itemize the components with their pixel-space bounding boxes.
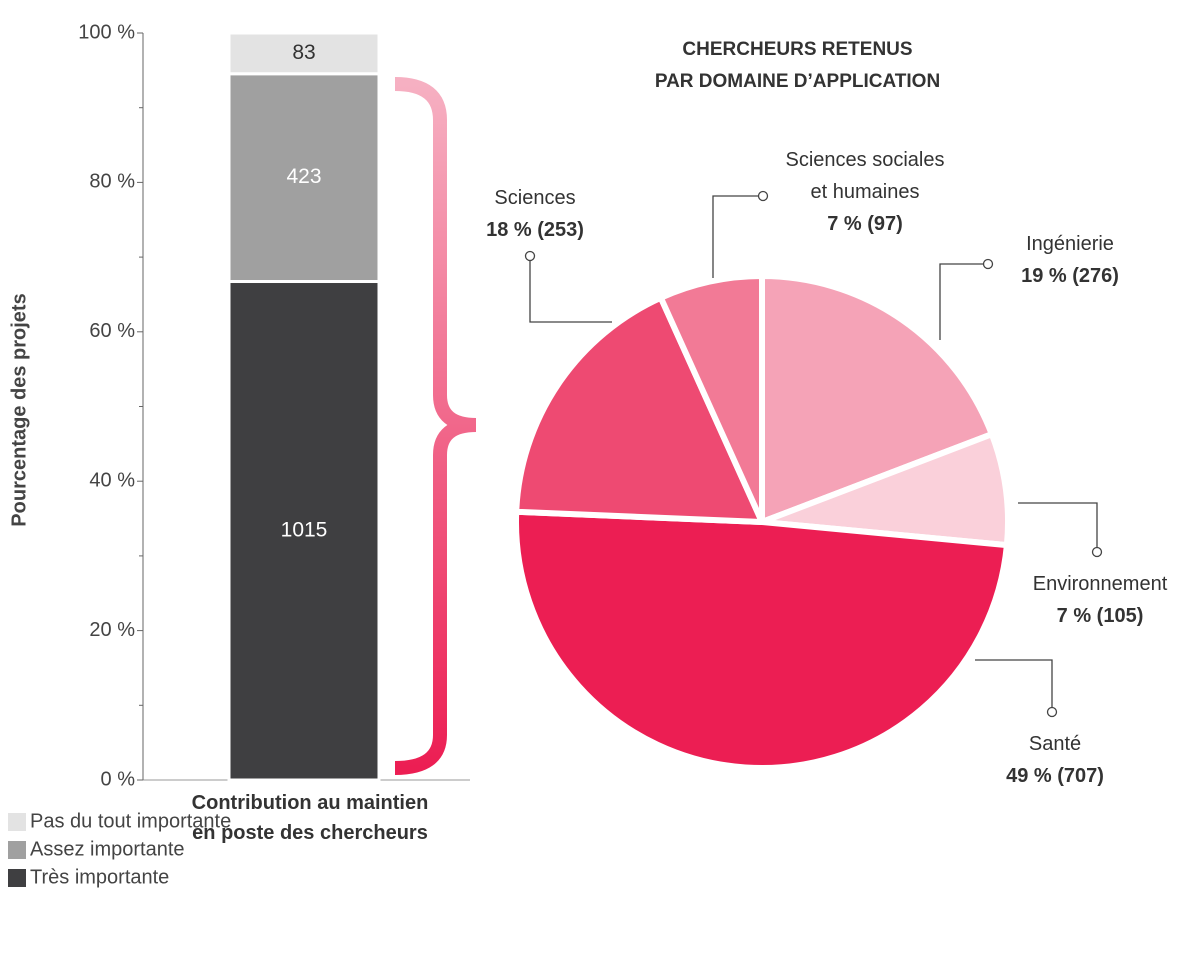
legend-swatch	[8, 813, 26, 831]
y-tick-label: 60 %	[89, 320, 135, 342]
leader-dot	[1091, 546, 1103, 558]
bar-value-label: 1015	[281, 518, 328, 541]
y-tick-label: 0 %	[101, 768, 136, 790]
leader-line	[939, 263, 988, 340]
brace	[394, 77, 477, 775]
slice-label: Ingénierie 19 % (276)	[985, 228, 1155, 292]
legend-swatch	[8, 869, 26, 887]
slice-value: 7 % (105)	[1056, 605, 1144, 627]
leader-dot	[982, 258, 994, 270]
leader-line	[529, 256, 612, 323]
leader-line	[975, 659, 1053, 712]
slice-name: Environnement	[1032, 573, 1168, 595]
slice-name: Sciences	[494, 187, 576, 209]
slice-label: Santé 49 % (707)	[965, 728, 1145, 792]
legend-swatch	[8, 841, 26, 859]
leader-dot	[757, 190, 769, 202]
pie-slice	[513, 294, 765, 525]
slice-value: 18 % (253)	[486, 219, 584, 241]
pie-slice	[759, 273, 995, 525]
slice-value: 49 % (707)	[1006, 765, 1104, 787]
y-axis-title: Pourcentage des projets	[8, 293, 30, 526]
slice-name: Ingénierie	[1026, 233, 1114, 255]
legend-label: Assez importante	[30, 838, 185, 860]
leader-dot	[1046, 706, 1058, 718]
bar-segment	[227, 280, 381, 782]
slice-label: Sciences sociales et humaines 7 % (97)	[745, 144, 985, 240]
pie-title: CHERCHEURS RETENUS PAR DOMAINE D’APPLICA…	[654, 39, 941, 92]
legend-label: Très importante	[30, 866, 169, 888]
slice-value: 19 % (276)	[1021, 265, 1119, 287]
y-tick-label: 20 %	[89, 619, 135, 641]
slice-value: 7 % (97)	[827, 213, 903, 235]
bar-value-label: 83	[292, 41, 315, 64]
slice-label: Environnement 7 % (105)	[1005, 568, 1192, 632]
bar-segment	[227, 72, 381, 284]
x-category-label: Contribution au maintien en poste des ch…	[191, 792, 429, 844]
bar-segment	[227, 31, 381, 76]
legend-label: Pas du tout importante	[30, 810, 231, 832]
slice-name: Santé	[1028, 733, 1082, 755]
slice-name: Sciences sociales et humaines	[785, 149, 945, 203]
bar-value-label: 423	[286, 165, 321, 188]
pie-slice	[513, 508, 1010, 772]
pie-slice	[657, 273, 765, 525]
y-tick-label: 80 %	[89, 171, 135, 193]
y-tick-label: 40 %	[89, 469, 135, 491]
leader-line	[1018, 502, 1098, 552]
leader-line	[712, 195, 763, 278]
y-tick-label: 100 %	[78, 21, 135, 43]
slice-label: Sciences 18 % (253)	[450, 182, 620, 246]
leader-dot	[524, 250, 536, 262]
